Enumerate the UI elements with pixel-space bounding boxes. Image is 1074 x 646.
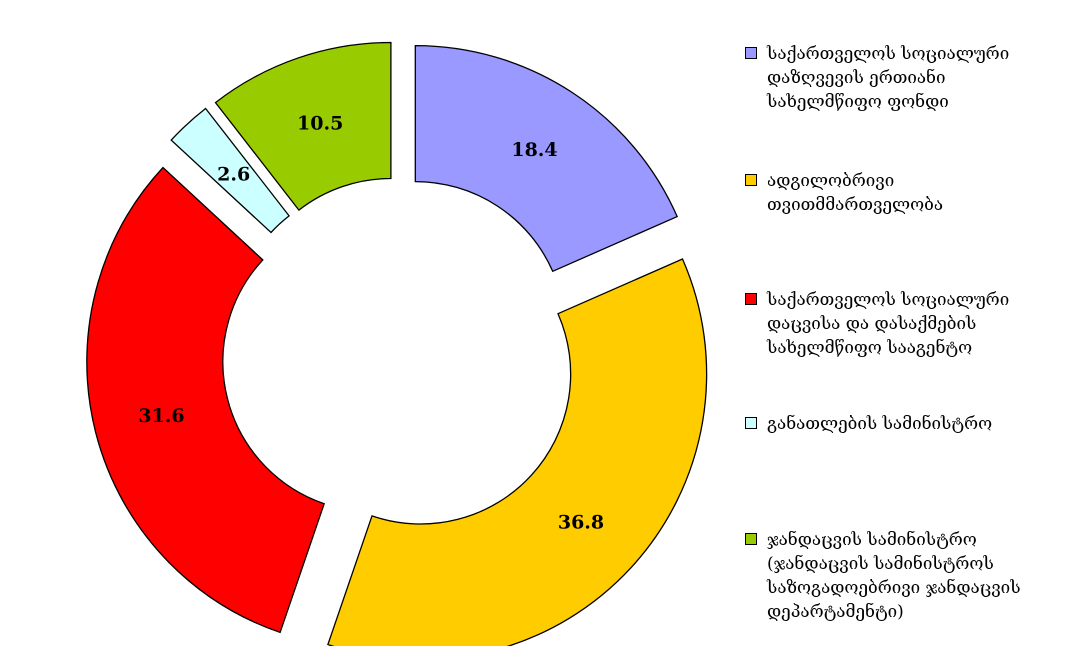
- legend-label: საქართველოს სოციალური დაზღვევის ერთიანი …: [767, 44, 1010, 112]
- legend-label: ადგილობრივი თვითმმართველობა: [767, 171, 944, 215]
- slice-education-ministry: [170, 107, 291, 234]
- slice-social-insurance-fund: [414, 44, 679, 273]
- legend-swatch: [745, 293, 757, 305]
- legend-item-health-ministry: ჯანდაცვის სამინისტრო (ჯანდაცვის სამინისტ…: [745, 528, 1065, 624]
- data-label: 10.5: [297, 112, 343, 134]
- donut-chart: 18.4 36.8 31.6 2.6 10.5: [86, 41, 708, 646]
- legend-label: საქართველოს სოციალური დაცვისა და დასაქმე…: [767, 290, 1010, 358]
- data-label: 36.8: [558, 512, 604, 534]
- slice-local-self-government: [327, 258, 708, 646]
- legend-swatch: [745, 533, 757, 545]
- legend-label: ჯანდაცვის სამინისტრო (ჯანდაცვის სამინისტ…: [767, 530, 1021, 622]
- data-label: 18.4: [511, 139, 557, 161]
- legend-label: განათლების სამინისტრო: [767, 414, 993, 434]
- data-label: 31.6: [138, 405, 184, 427]
- slice-health-ministry: [214, 41, 392, 212]
- slice-social-protection-agency: [86, 166, 326, 634]
- legend-swatch: [745, 174, 757, 186]
- legend-swatch: [745, 417, 757, 429]
- legend-swatch: [745, 47, 757, 59]
- legend-item-local-self-government: ადგილობრივი თვითმმართველობა: [745, 169, 1065, 217]
- data-label: 2.6: [217, 164, 250, 186]
- legend-item-social-protection-agency: საქართველოს სოციალური დაცვისა და დასაქმე…: [745, 288, 1065, 360]
- legend-item-education-ministry: განათლების სამინისტრო: [745, 412, 1065, 436]
- legend-item-social-insurance-fund: საქართველოს სოციალური დაზღვევის ერთიანი …: [745, 42, 1065, 114]
